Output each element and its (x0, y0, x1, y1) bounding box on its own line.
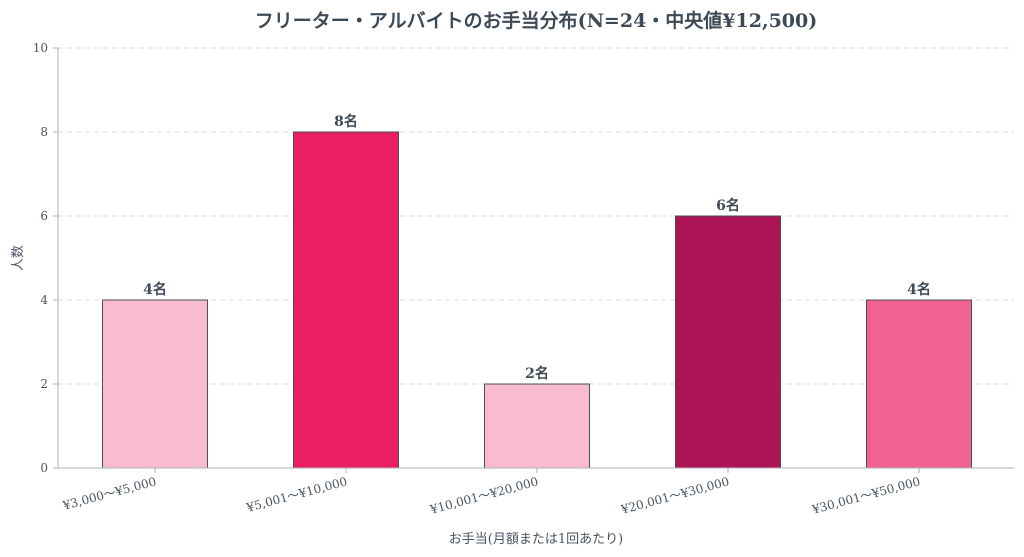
bar (484, 383, 590, 469)
bar (102, 299, 208, 469)
x-axis-title: お手当(月額または1回あたり) (449, 532, 623, 547)
y-tick-label: 8 (40, 125, 48, 139)
bar-data-label: 8名 (334, 113, 358, 130)
bar-data-label: 6名 (716, 197, 740, 214)
bar-data-label: 4名 (907, 281, 931, 298)
x-tick-label: ¥30,001〜¥50,000 (810, 474, 922, 517)
bar (293, 131, 399, 469)
bars (102, 131, 972, 469)
y-tick-label: 2 (40, 377, 48, 391)
y-tick-label: 6 (40, 209, 48, 223)
x-tick-label: ¥10,001〜¥20,000 (428, 474, 540, 517)
bar-data-label: 4名 (143, 281, 167, 298)
y-axis: 0 2 4 6 8 10 (33, 41, 59, 475)
y-tick-label: 4 (40, 293, 48, 307)
y-tick-label: 10 (33, 41, 48, 55)
bar (675, 215, 781, 469)
y-axis-title: 人数 (11, 245, 26, 271)
data-labels: 4名 8名 2名 6名 4名 (143, 113, 931, 382)
x-tick-label: ¥5,001〜¥10,000 (244, 474, 349, 515)
x-tick-label: ¥20,001〜¥30,000 (619, 474, 731, 517)
x-tick-label: ¥3,000〜¥5,000 (60, 474, 157, 513)
y-tick-label: 0 (40, 461, 48, 475)
bar-data-label: 2名 (525, 365, 549, 382)
bar (866, 299, 972, 469)
chart-title: フリーター・アルバイトのお手当分布(N=24・中央値¥12,500) (255, 9, 817, 32)
x-axis: ¥3,000〜¥5,000 ¥5,001〜¥10,000 ¥10,001〜¥20,0… (58, 467, 1014, 517)
